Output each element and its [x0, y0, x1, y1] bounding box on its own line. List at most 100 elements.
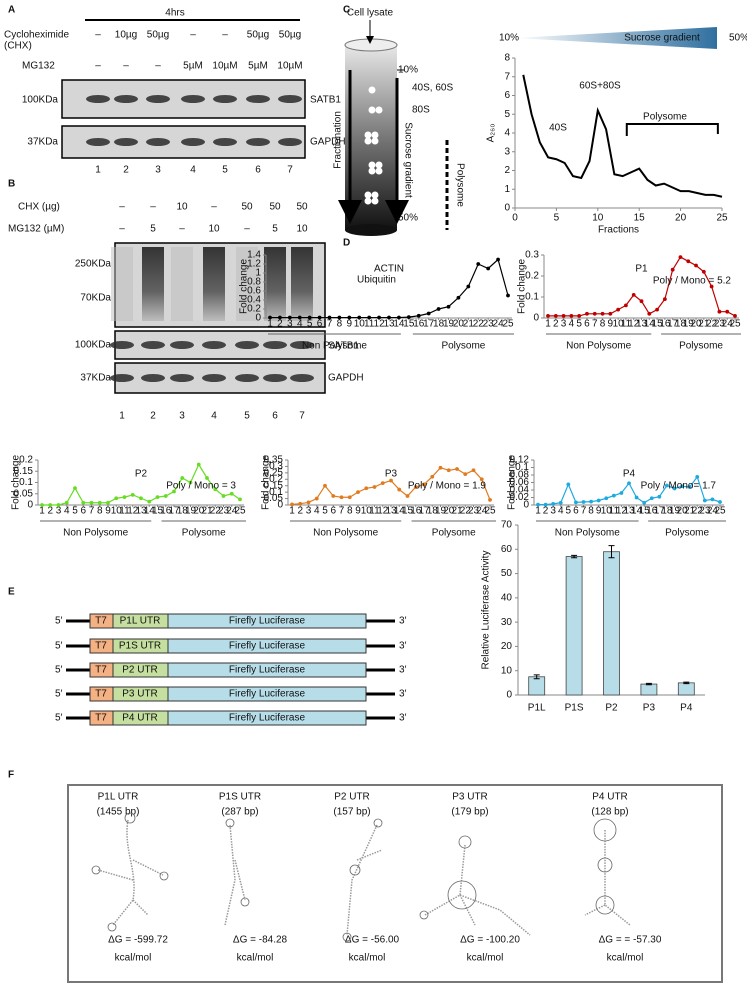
y-tick-label: 1.2 — [247, 259, 261, 270]
x-tick-label: 24 — [493, 319, 505, 330]
data-point — [558, 500, 563, 505]
gradient-start: 10% — [499, 33, 519, 44]
chart-title: P3 — [385, 469, 398, 480]
band — [213, 138, 237, 146]
y-axis-label: Fold change — [517, 259, 528, 314]
band — [141, 374, 165, 382]
bottom-percent: 50% — [398, 213, 418, 224]
x-tick-label: 12 — [374, 319, 386, 330]
x-tick-label: 10 — [354, 319, 366, 330]
row-entry: 10µM — [277, 61, 302, 72]
data-point — [306, 500, 311, 505]
y-tick-label: 6 — [504, 90, 510, 101]
ribosome — [375, 167, 383, 175]
chart-title: P4 — [623, 469, 636, 480]
row-entry: – — [244, 224, 250, 235]
x-tick-label: 8 — [347, 506, 353, 517]
y-tick-label: 0.08 — [510, 470, 530, 481]
protein-label: Ubiquitin — [357, 275, 396, 286]
five-prime: 5′ — [55, 665, 63, 676]
rna-stem — [132, 859, 164, 876]
size-marker: 37KDa — [80, 373, 111, 384]
region-label: Polysome — [665, 528, 709, 539]
x-tick-label: 7 — [592, 319, 598, 330]
row-entry: 10 — [176, 202, 188, 213]
data-point — [506, 293, 510, 298]
panel-label: E — [8, 587, 15, 598]
x-tick-label: 6 — [573, 506, 579, 517]
subunit-label: 40S, 60S — [412, 83, 453, 94]
row-entry: – — [179, 224, 185, 235]
ribosome — [364, 137, 372, 145]
band — [235, 341, 259, 349]
gene-box — [167, 686, 367, 702]
band — [213, 95, 237, 103]
rna-stem — [346, 824, 378, 936]
band — [86, 138, 110, 146]
data-point — [130, 492, 135, 497]
data-point — [357, 315, 362, 320]
x-tick-label: 22 — [692, 506, 704, 517]
region-label: Non Polysome — [63, 528, 128, 539]
ribosome — [368, 167, 376, 175]
utr-label: P3 UTR — [122, 689, 158, 700]
ribosome — [375, 161, 383, 169]
region-label: Polysome — [441, 341, 485, 352]
row-entry: 50µg — [247, 30, 269, 41]
data-point — [710, 497, 715, 502]
data-point — [377, 315, 381, 320]
x-tick-label: 9 — [608, 319, 614, 330]
rna-loop — [419, 910, 429, 920]
y-tick-label: 0.3 — [525, 250, 539, 261]
tube-bottom — [345, 224, 397, 236]
x-tick-label: 24 — [722, 319, 734, 330]
x-tick-label: 16 — [646, 506, 658, 517]
x-tick-label: 13 — [623, 506, 635, 517]
rna-stem — [132, 899, 149, 916]
region-label: Polysome — [679, 341, 723, 352]
region-label: Non Polysome — [313, 528, 378, 539]
data-point — [317, 315, 322, 320]
x-tick-label: 7 — [339, 506, 345, 517]
x-tick-label: 1 — [267, 319, 273, 330]
y-tick-label: 0.02 — [510, 492, 530, 503]
rna-loop — [225, 818, 235, 828]
structure-length: (287 bp) — [221, 807, 258, 818]
y-tick-label: 0 — [504, 203, 510, 214]
bar — [565, 556, 583, 696]
band — [263, 341, 287, 349]
gene-box — [167, 662, 367, 678]
row-entry: 10 — [296, 224, 308, 235]
x-tick-label: 6 — [330, 506, 336, 517]
data-point — [634, 495, 639, 500]
x-tick-label: 17 — [423, 319, 435, 330]
x-tick-label: 3 — [306, 506, 312, 517]
structure-length: (128 bp) — [591, 807, 628, 818]
band — [141, 341, 165, 349]
x-tick-label: 2 — [297, 506, 303, 517]
rna-stem — [459, 894, 531, 936]
x-tick-label: 16 — [410, 506, 422, 517]
row-label: (CHX) — [4, 41, 32, 52]
data-point — [139, 496, 143, 501]
y-tick-label: 0.3 — [269, 461, 283, 472]
x-tick-label: 23 — [483, 319, 495, 330]
row-entry: 5 — [150, 224, 156, 235]
data-point — [229, 491, 234, 496]
data-point — [627, 481, 631, 486]
data-point — [172, 489, 176, 494]
row-entry: – — [150, 202, 156, 213]
x-tick-label: 21 — [201, 506, 213, 517]
gene-box — [167, 638, 367, 654]
error-bar — [571, 554, 578, 559]
x-tick-label: 2 — [47, 506, 53, 517]
y-tick-label: 2 — [504, 165, 510, 176]
data-point — [436, 307, 441, 311]
data-point — [389, 478, 393, 483]
x-tick-label: 17 — [654, 506, 666, 517]
row-label: MG132 — [22, 61, 55, 72]
data-point — [566, 482, 571, 487]
x-tick-label: 13 — [385, 506, 397, 517]
peak-label: Polysome — [643, 112, 687, 123]
x-tick-label: 14 — [393, 319, 405, 330]
